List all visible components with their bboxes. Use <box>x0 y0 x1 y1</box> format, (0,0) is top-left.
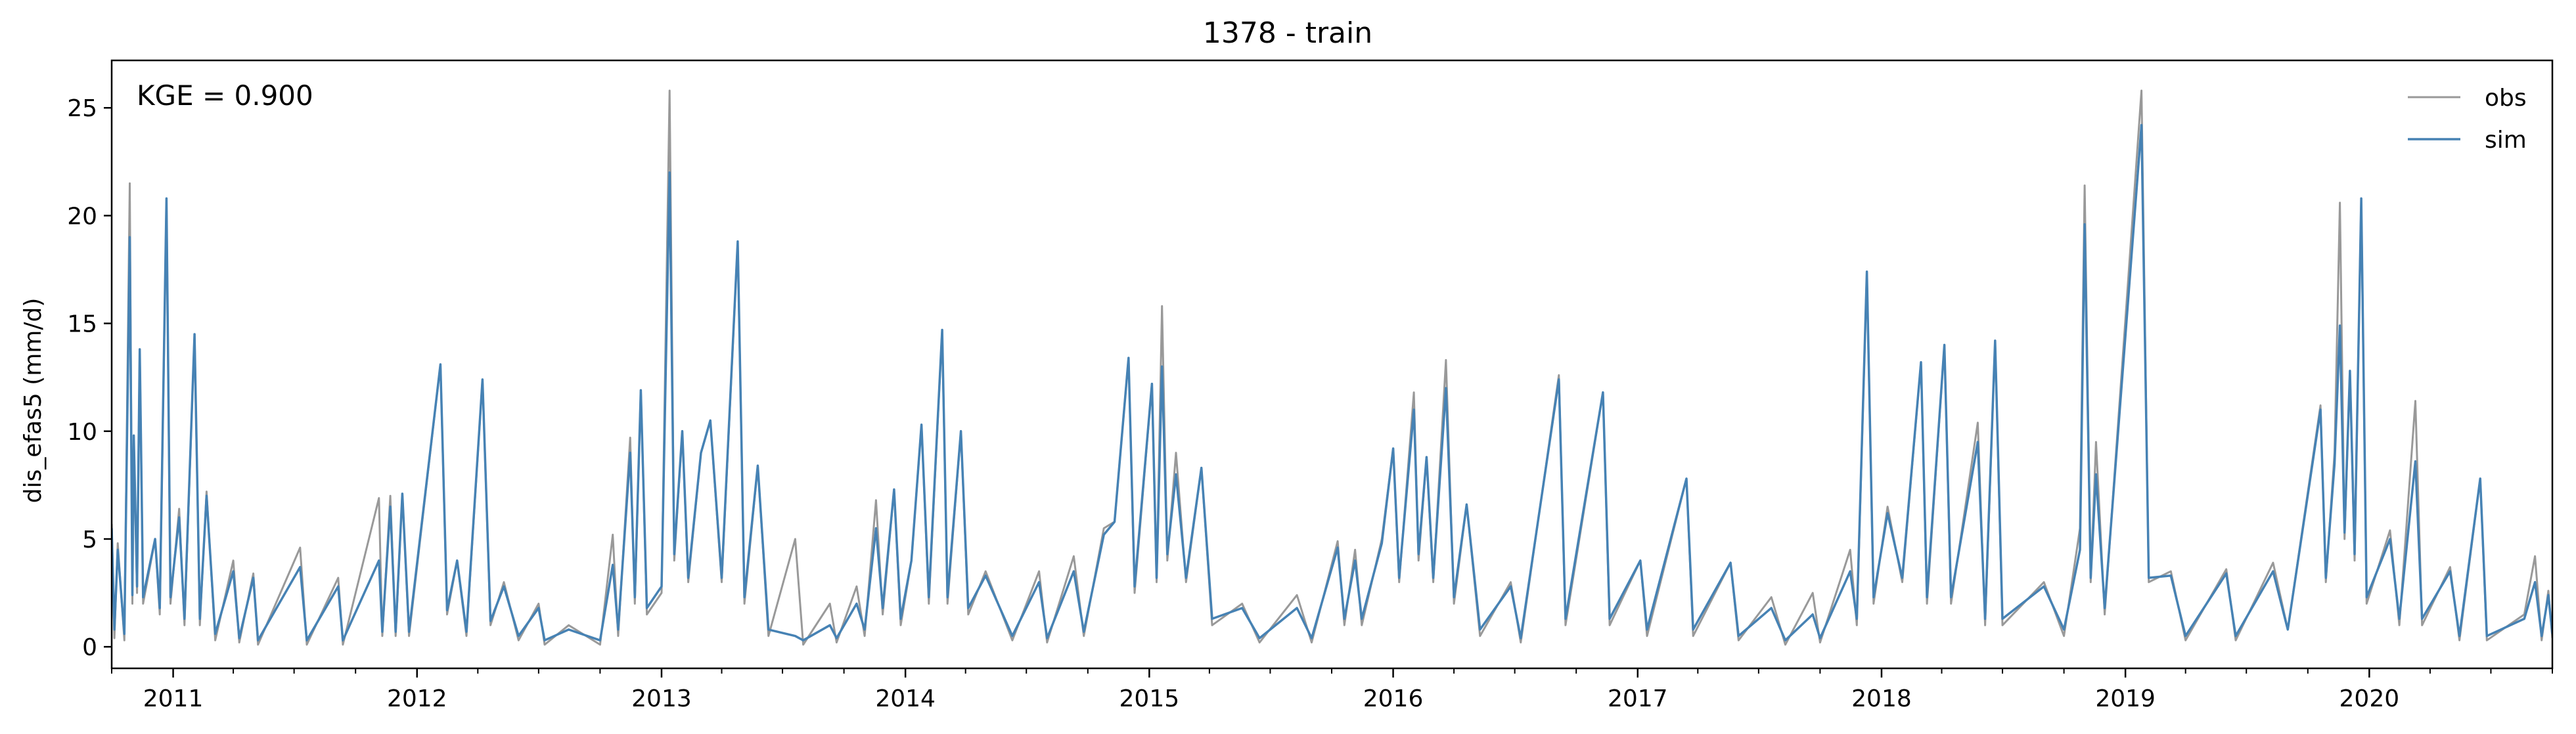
x-tick-label: 2011 <box>143 685 204 712</box>
x-tick-label: 2012 <box>387 685 447 712</box>
y-tick-label: 20 <box>67 203 97 230</box>
x-tick-label: 2018 <box>1851 685 1912 712</box>
x-tick-label: 2017 <box>1608 685 1668 712</box>
x-tick-label: 2016 <box>1363 685 1424 712</box>
x-tick-label: 2014 <box>875 685 936 712</box>
y-tick-label: 0 <box>82 634 97 661</box>
x-tick-label: 2019 <box>2095 685 2156 712</box>
kge-annotation: KGE = 0.900 <box>137 79 313 112</box>
y-tick-label: 5 <box>82 527 97 553</box>
chart-title: 1378 - train <box>1203 16 1372 50</box>
x-tick-label: 2020 <box>2339 685 2400 712</box>
y-axis-ticks: 0 5 10 15 20 25 <box>67 95 112 661</box>
legend-sim-label: sim <box>2485 127 2527 154</box>
plot-area <box>112 89 2552 646</box>
legend: obs sim <box>2408 85 2527 154</box>
x-tick-label: 2013 <box>631 685 692 712</box>
y-tick-label: 10 <box>67 419 97 446</box>
legend-obs-label: obs <box>2485 85 2527 112</box>
sim-series-line <box>112 123 2552 642</box>
y-axis-label: dis_efas5 (mm/d) <box>20 298 47 504</box>
y-tick-label: 25 <box>67 95 97 122</box>
axes-frame <box>110 59 2554 670</box>
x-tick-label: 2015 <box>1119 685 1180 712</box>
y-tick-label: 15 <box>67 311 97 338</box>
x-axis-ticks: 2011 2012 2013 2014 2015 2016 2017 2018 2019 2020 <box>111 668 2553 712</box>
